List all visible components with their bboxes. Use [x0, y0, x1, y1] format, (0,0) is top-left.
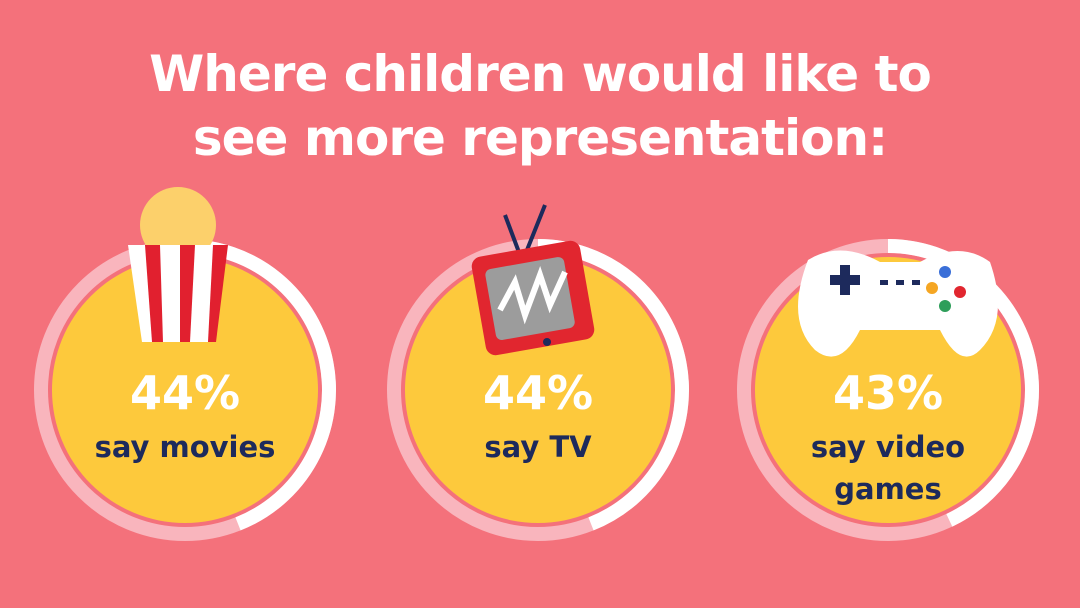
ring-fill [52, 257, 318, 523]
category-label: say movies [94, 430, 276, 464]
category-label: say video games [810, 430, 966, 506]
popcorn-icon [128, 187, 228, 342]
tv-icon [471, 204, 595, 356]
title: Where children would like to see more re… [149, 45, 932, 167]
ring-arc [537, 239, 689, 531]
controller-icon [798, 250, 998, 357]
value-label: 43% [832, 366, 944, 420]
value-label: 44% [482, 366, 594, 420]
category-label: say TV [484, 430, 592, 464]
ring-fill [405, 257, 671, 523]
ring-arc [184, 239, 336, 531]
value-label: 44% [129, 366, 241, 420]
